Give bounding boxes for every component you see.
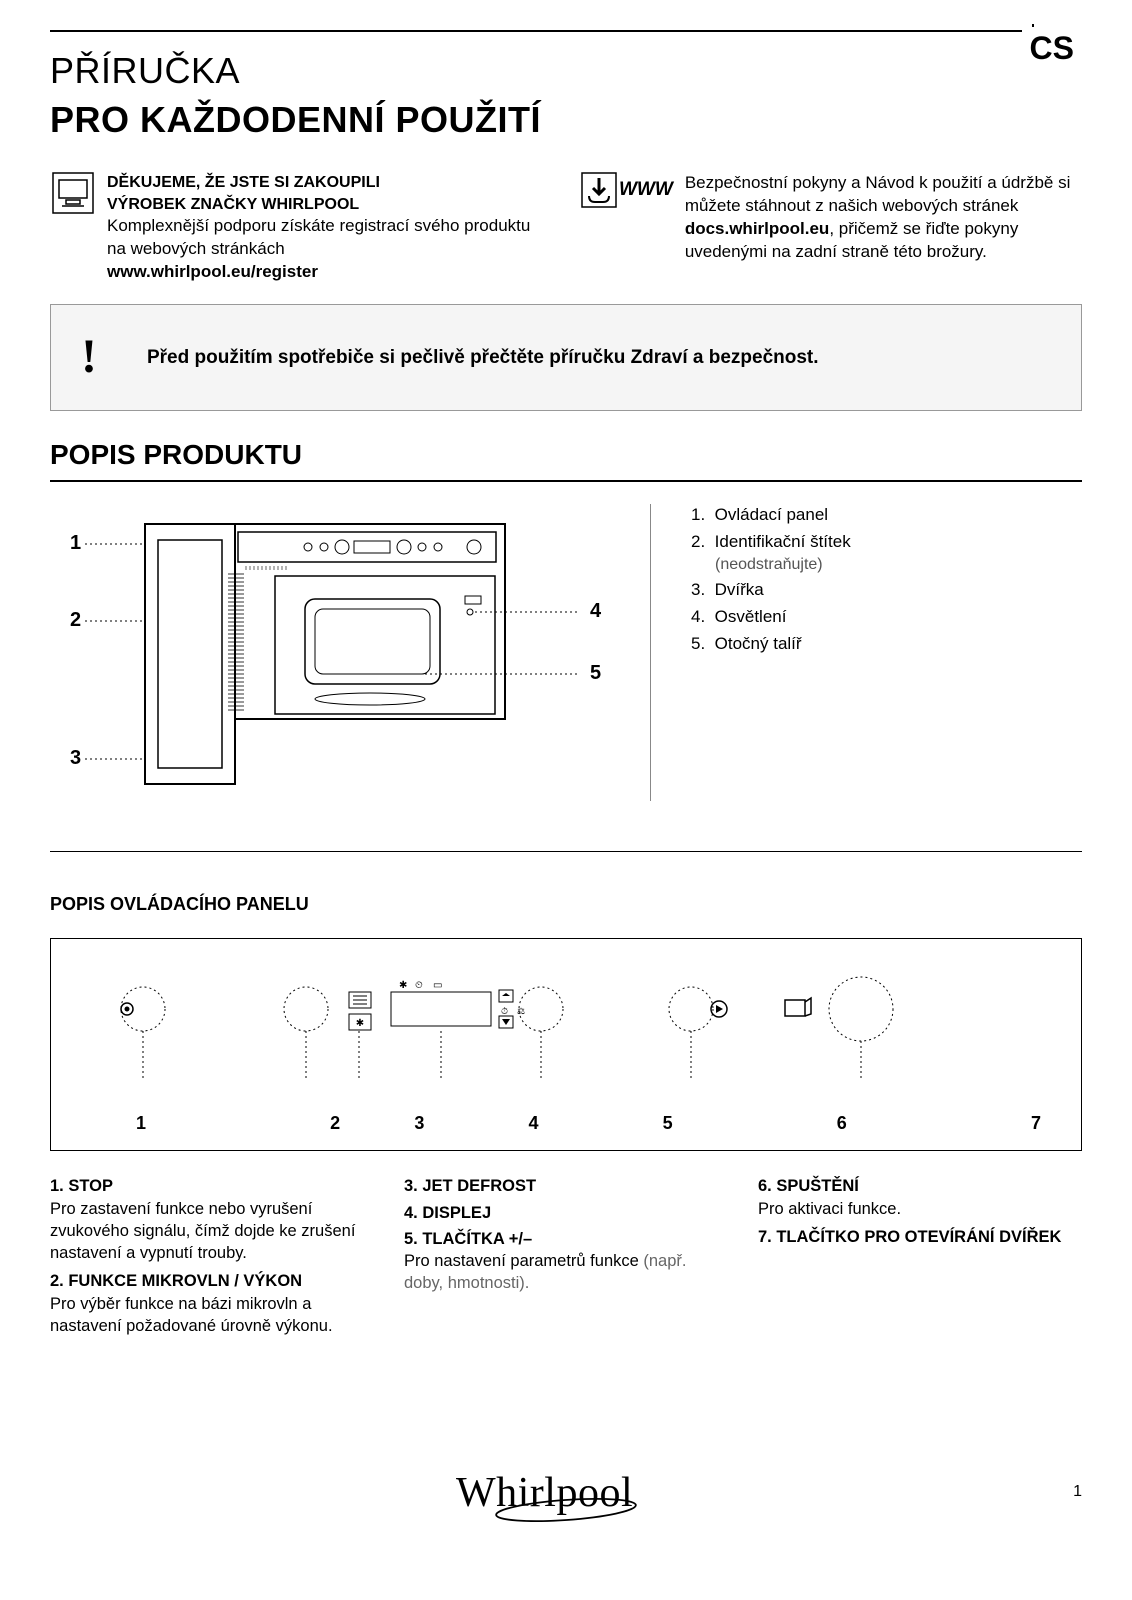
svg-text:2: 2 — [70, 609, 81, 631]
warning-text: Před použitím spotřebiče si pečlivě přeč… — [147, 345, 819, 371]
docs-url: docs.whirlpool.eu — [685, 219, 830, 238]
panel-num: 3 — [414, 1111, 424, 1135]
panel-item-title: 6. SPUŠTĚNÍ — [758, 1175, 1082, 1197]
panel-col-2: 3. JET DEFROST 4. DISPLEJ 5. TLAČÍTKA +/… — [404, 1171, 728, 1343]
list-item: 4. Osvětlení — [691, 606, 1082, 629]
intro-left-text: DĚKUJEME, ŽE JSTE SI ZAKOUPILI VÝROBEK Z… — [107, 172, 551, 284]
panel-item-title: 1. STOP — [50, 1175, 374, 1197]
panel-num: 2 — [330, 1111, 340, 1135]
intro-right-text: Bezpečnostní pokyny a Návod k použití a … — [685, 172, 1082, 264]
svg-text:5: 5 — [590, 662, 601, 684]
warning-box: ! Před použitím spotřebiče si pečlivě př… — [50, 304, 1082, 411]
intro-left-body: Komplexnější podporu získáte registrací … — [107, 215, 551, 261]
warning-icon: ! — [81, 325, 97, 390]
intro-left: DĚKUJEME, ŽE JSTE SI ZAKOUPILI VÝROBEK Z… — [50, 172, 551, 284]
svg-text:⏲: ⏲ — [415, 980, 423, 991]
panel-num: 1 — [136, 1111, 146, 1135]
title-line-1: PŘÍRUČKA — [50, 50, 240, 91]
footer: Whirlpool 1 — [50, 1463, 1082, 1522]
product-description-row: 1 2 3 4 5 — [50, 504, 1082, 801]
panel-columns: 1. STOP Pro zastavení funkce nebo vyruše… — [50, 1171, 1082, 1343]
panel-item-body: Pro výběr funkce na bázi mikrovln a nast… — [50, 1293, 374, 1338]
thanks-line-1: DĚKUJEME, ŽE JSTE SI ZAKOUPILI — [107, 172, 551, 194]
svg-text:3: 3 — [70, 747, 81, 769]
download-www-icon: WWW — [581, 172, 673, 208]
intro-row: DĚKUJEME, ŽE JSTE SI ZAKOUPILI VÝROBEK Z… — [50, 172, 1082, 284]
svg-text:✱: ✱ — [356, 1018, 364, 1029]
list-item: 1. Ovládací panel — [691, 504, 1082, 527]
monitor-icon — [50, 172, 95, 214]
page-title: PŘÍRUČKA PRO KAŽDODENNÍ POUŽITÍ — [50, 47, 1082, 144]
panel-item-title: 5. TLAČÍTKA +/– — [404, 1228, 728, 1250]
language-code: CS — [1022, 27, 1082, 70]
microwave-diagram: 1 2 3 4 5 — [50, 504, 610, 801]
list-item: 3. Dvířka — [691, 579, 1082, 602]
panel-item-body: Pro zastavení funkce nebo vyrušení zvuko… — [50, 1198, 374, 1265]
panel-number-row: 1 2 3 4 5 6 7 — [81, 1111, 1051, 1135]
svg-text:✱: ✱ — [399, 980, 407, 991]
whirlpool-logo: Whirlpool — [456, 1468, 676, 1514]
header-divider: CS — [50, 30, 1082, 32]
panel-item-title: 2. FUNKCE MIKROVLN / VÝKON — [50, 1270, 374, 1292]
register-url: www.whirlpool.eu/register — [107, 261, 551, 284]
section-divider — [50, 851, 1082, 852]
control-panel-diagram: ✱ ✱ ⏲ ▭ ⏱ ⚖ 1 2 3 4 5 6 7 — [50, 938, 1082, 1151]
panel-num: 5 — [663, 1111, 673, 1135]
product-list: 1. Ovládací panel 2. Identifikační štíte… — [650, 504, 1082, 801]
page-number: 1 — [1073, 1481, 1082, 1503]
svg-text:⏱: ⏱ — [501, 1006, 508, 1016]
svg-text:⚖: ⚖ — [517, 1006, 525, 1016]
list-item: 5. Otočný talíř — [691, 633, 1082, 656]
panel-item-title: 4. DISPLEJ — [404, 1202, 728, 1224]
panel-item-title: 3. JET DEFROST — [404, 1175, 728, 1197]
svg-text:▭: ▭ — [433, 980, 442, 991]
panel-item-body: Pro nastavení parametrů funkce (např. do… — [404, 1250, 728, 1295]
section-product-heading: POPIS PRODUKTU — [50, 436, 1082, 482]
thanks-line-2: VÝROBEK ZNAČKY WHIRLPOOL — [107, 194, 551, 216]
title-line-2: PRO KAŽDODENNÍ POUŽITÍ — [50, 96, 1082, 145]
panel-heading: POPIS OVLÁDACÍHO PANELU — [50, 892, 1082, 916]
intro-right-pre: Bezpečnostní pokyny a Návod k použití a … — [685, 173, 1071, 215]
panel-num: 7 — [1031, 1111, 1041, 1135]
panel-num: 4 — [528, 1111, 538, 1135]
svg-text:Whirlpool: Whirlpool — [456, 1470, 633, 1516]
www-label: WWW — [619, 177, 673, 203]
panel-col-3: 6. SPUŠTĚNÍ Pro aktivaci funkce. 7. TLAČ… — [758, 1171, 1082, 1343]
panel-col-1: 1. STOP Pro zastavení funkce nebo vyruše… — [50, 1171, 374, 1343]
list-item: 2. Identifikační štítek(neodstraňujte) — [691, 531, 1082, 576]
panel-item-body: Pro aktivaci funkce. — [758, 1198, 1082, 1220]
panel-item-title: 7. TLAČÍTKO PRO OTEVÍRÁNÍ DVÍŘEK — [758, 1226, 1082, 1248]
intro-right: WWW Bezpečnostní pokyny a Návod k použit… — [581, 172, 1082, 284]
svg-text:1: 1 — [70, 532, 81, 554]
panel-num: 6 — [837, 1111, 847, 1135]
svg-text:4: 4 — [590, 600, 602, 622]
